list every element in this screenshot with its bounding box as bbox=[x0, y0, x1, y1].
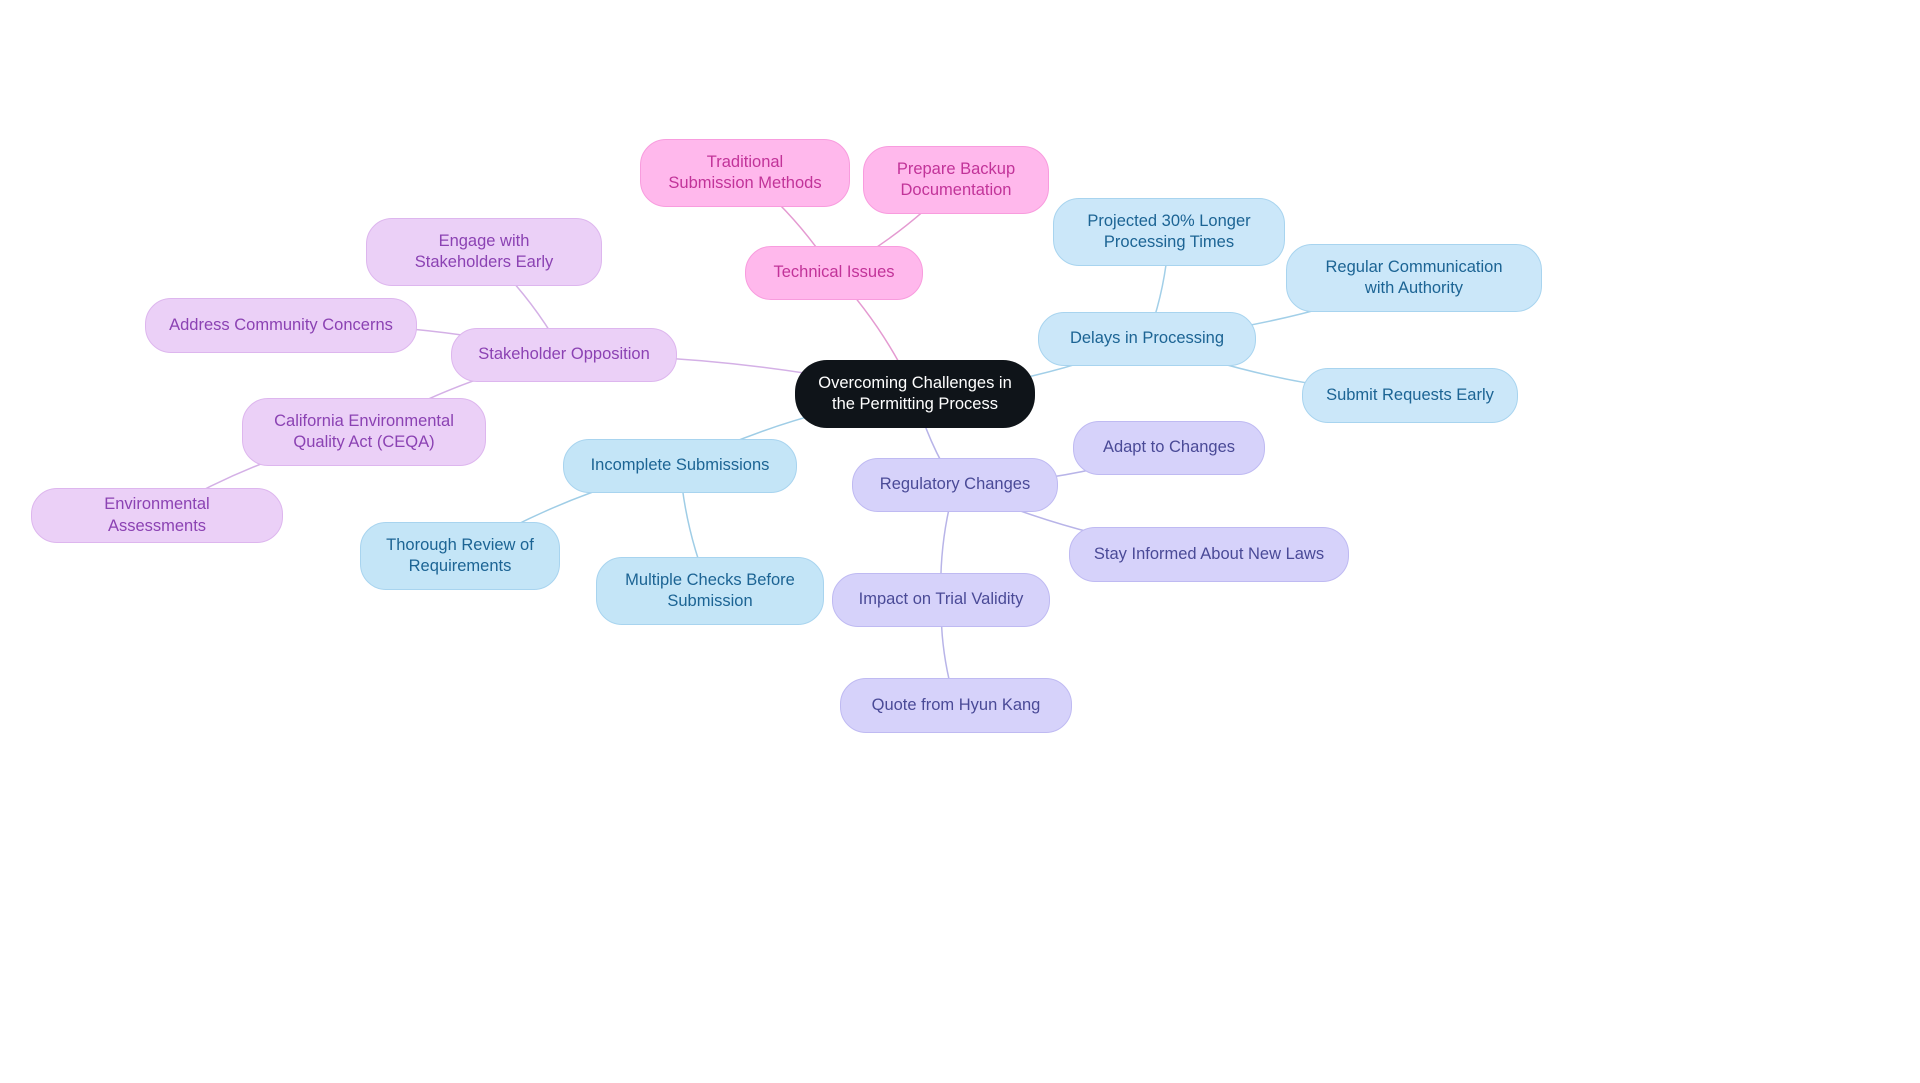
node-label: Regulatory Changes bbox=[880, 474, 1030, 495]
leaf-node: Thorough Review of Requirements bbox=[360, 522, 560, 590]
leaf-node: Stay Informed About New Laws bbox=[1069, 527, 1349, 582]
leaf-node: Engage with Stakeholders Early bbox=[366, 218, 602, 286]
leaf-node: California Environmental Quality Act (CE… bbox=[242, 398, 486, 466]
leaf-node: Submit Requests Early bbox=[1302, 368, 1518, 423]
branch-stakeholder: Stakeholder Opposition bbox=[451, 328, 677, 382]
leaf-node: Adapt to Changes bbox=[1073, 421, 1265, 475]
center-node: Overcoming Challenges in the Permitting … bbox=[795, 360, 1035, 428]
node-label: Quote from Hyun Kang bbox=[872, 695, 1041, 716]
node-label: Submit Requests Early bbox=[1326, 385, 1494, 406]
leaf-node: Prepare Backup Documentation bbox=[863, 146, 1049, 214]
node-label: Delays in Processing bbox=[1070, 328, 1224, 349]
leaf-node: Multiple Checks Before Submission bbox=[596, 557, 824, 625]
leaf-node: Projected 30% Longer Processing Times bbox=[1053, 198, 1285, 266]
node-label: Prepare Backup Documentation bbox=[886, 159, 1026, 201]
node-label: Projected 30% Longer Processing Times bbox=[1076, 211, 1262, 253]
node-label: Multiple Checks Before Submission bbox=[619, 570, 801, 612]
leaf-node: Traditional Submission Methods bbox=[640, 139, 850, 207]
branch-delays: Delays in Processing bbox=[1038, 312, 1256, 366]
node-label: Stay Informed About New Laws bbox=[1094, 544, 1324, 565]
node-label: California Environmental Quality Act (CE… bbox=[265, 411, 463, 453]
branch-regulatory: Regulatory Changes bbox=[852, 458, 1058, 512]
node-label: Adapt to Changes bbox=[1103, 437, 1235, 458]
node-label: Stakeholder Opposition bbox=[478, 344, 650, 365]
leaf-node: Regular Communication with Authority bbox=[1286, 244, 1542, 312]
leaf-node: Quote from Hyun Kang bbox=[840, 678, 1072, 733]
node-label: Technical Issues bbox=[773, 262, 894, 283]
node-label: Impact on Trial Validity bbox=[859, 589, 1024, 610]
leaf-node: Environmental Assessments bbox=[31, 488, 283, 543]
node-label: Address Community Concerns bbox=[169, 315, 393, 336]
node-label: Overcoming Challenges in the Permitting … bbox=[818, 373, 1012, 415]
leaf-node: Impact on Trial Validity bbox=[832, 573, 1050, 627]
node-label: Traditional Submission Methods bbox=[663, 152, 827, 194]
node-label: Regular Communication with Authority bbox=[1309, 257, 1519, 299]
node-label: Incomplete Submissions bbox=[591, 455, 770, 476]
branch-incomplete: Incomplete Submissions bbox=[563, 439, 797, 493]
node-label: Engage with Stakeholders Early bbox=[389, 231, 579, 273]
leaf-node: Address Community Concerns bbox=[145, 298, 417, 353]
node-label: Environmental Assessments bbox=[54, 494, 260, 536]
branch-technical: Technical Issues bbox=[745, 246, 923, 300]
node-label: Thorough Review of Requirements bbox=[383, 535, 537, 577]
